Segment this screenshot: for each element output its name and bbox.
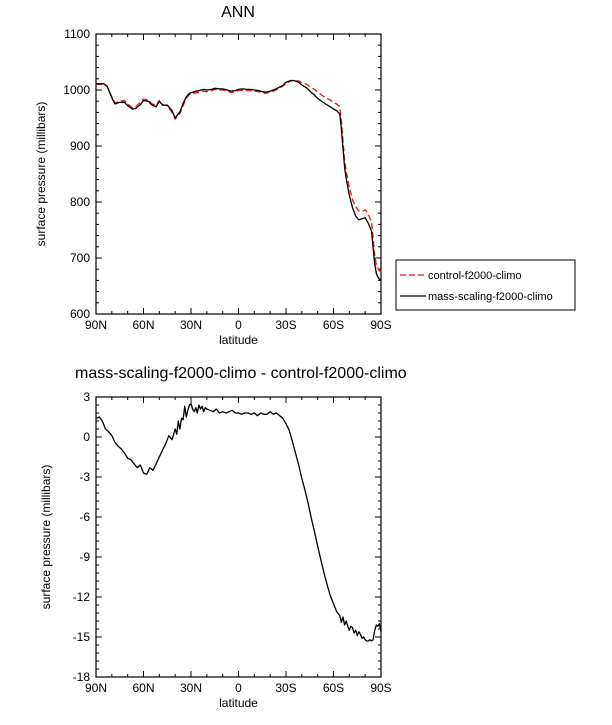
y-tick-label: 1000 xyxy=(63,83,90,97)
x-axis-label: latitude xyxy=(219,696,258,710)
legend-label-0: control-f2000-climo xyxy=(428,270,522,282)
y-tick-label: 900 xyxy=(70,139,90,153)
legend-label-1: mass-scaling-f2000-climo xyxy=(428,291,553,303)
y-tick-label: -6 xyxy=(79,510,90,524)
x-tick-label: 90N xyxy=(85,681,107,695)
x-tick-label: 60N xyxy=(132,318,154,332)
chart-title: mass-scaling-f2000-climo - control-f2000… xyxy=(75,365,407,382)
x-tick-label: 90S xyxy=(370,681,391,695)
x-tick-label: 30S xyxy=(275,318,296,332)
x-tick-label: 30S xyxy=(275,681,296,695)
x-tick-label: 60N xyxy=(132,681,154,695)
series-line-1 xyxy=(96,79,381,280)
x-tick-label: 30N xyxy=(180,681,202,695)
x-tick-label: 60S xyxy=(323,318,344,332)
y-tick-label: 700 xyxy=(70,251,90,265)
y-tick-label: 0 xyxy=(83,430,90,444)
y-tick-label: -15 xyxy=(73,630,91,644)
legend-box xyxy=(395,259,576,311)
y-tick-label: 800 xyxy=(70,195,90,209)
y-tick-label: -18 xyxy=(73,670,91,684)
y-tick-label: -3 xyxy=(79,470,90,484)
x-tick-label: 30N xyxy=(180,318,202,332)
x-axis-label: latitude xyxy=(219,333,258,347)
x-tick-label: 0 xyxy=(235,318,242,332)
y-tick-label: -9 xyxy=(79,550,90,564)
plot-frame xyxy=(95,33,382,315)
chart-ann: ANN 90N 60N 30N 0 30S 60S 90S 600 700 800 900 1000 11… xyxy=(34,4,576,347)
y-tick-label: 600 xyxy=(70,307,90,321)
x-tick-label: 60S xyxy=(323,681,344,695)
legend: control-f2000-climo mass-scaling-f2000-cl… xyxy=(395,259,576,311)
x-tick-label: 0 xyxy=(235,681,242,695)
y-tick-label: 1100 xyxy=(64,27,90,41)
chart-difference: mass-scaling-f2000-climo - control-f2000… xyxy=(39,365,407,710)
series-line-0 xyxy=(96,79,382,273)
y-axis-label: surface pressure (millibars) xyxy=(39,465,53,610)
y-tick-label: -12 xyxy=(73,590,91,604)
y-tick-label: 3 xyxy=(83,390,90,404)
y-axis-label: surface pressure (millibars) xyxy=(34,102,48,247)
plot-frame xyxy=(95,396,382,678)
x-tick-label: 90N xyxy=(85,318,107,332)
x-tick-label: 90S xyxy=(370,318,391,332)
chart-title: ANN xyxy=(221,4,255,21)
series-line-0 xyxy=(95,403,382,642)
